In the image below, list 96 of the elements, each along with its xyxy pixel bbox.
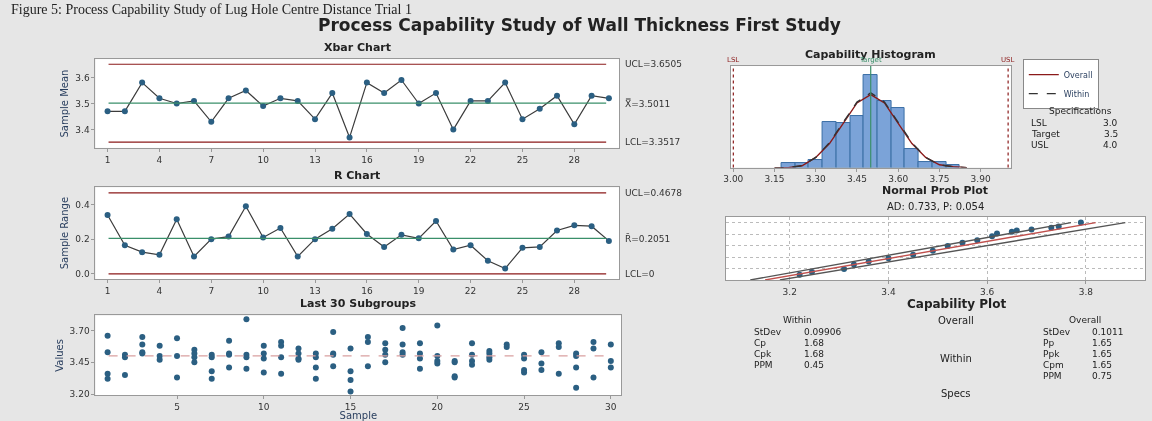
caption: Figure 5: Process Capability Study of Lug Hole Centre Distance Trial 1 (11, 2, 412, 17)
x-tick-label: 7 (208, 285, 215, 296)
x-tick-label: 3.8 (1078, 286, 1094, 297)
x-tick-label: 1 (104, 285, 111, 296)
text: LSL (1031, 118, 1047, 128)
y-tick-label: 3.5 (75, 98, 90, 109)
x-tick-label: 15 (344, 402, 357, 413)
text: Overall (1069, 315, 1102, 325)
x-tick-label: 10 (257, 285, 270, 296)
text: 1.65 (1092, 338, 1113, 348)
x-tick-label: 10 (258, 402, 270, 413)
text: Ppk (1043, 349, 1061, 359)
x-tick-label: 30 (605, 402, 617, 413)
text: Within (940, 353, 972, 364)
x-tick-label: 4 (156, 154, 163, 165)
x-axis-title: Sample (339, 410, 378, 421)
chart-title: Xbar Chart (324, 41, 392, 54)
text: Cpk (754, 349, 772, 359)
text: StDev (1043, 327, 1071, 337)
text: 1.65 (1092, 349, 1113, 359)
text: 1.68 (804, 349, 825, 359)
ref-line-label: UCL=0.4678 (625, 188, 683, 198)
ref-line-label: R̄=0.2051 (625, 233, 671, 244)
text: 0.45 (804, 360, 825, 370)
x-tick-label: 28 (568, 285, 581, 296)
x-tick-label: 3.6 (979, 286, 995, 297)
x-tick-label: 5 (174, 402, 180, 413)
text: 3.5 (1104, 129, 1119, 139)
x-tick-label: 25 (516, 285, 529, 296)
text: 1.68 (804, 338, 825, 348)
text: Target (1031, 129, 1061, 139)
x-tick-label: 3.60 (888, 174, 909, 185)
x-tick-label: 13 (309, 285, 321, 296)
text: Cp (754, 338, 767, 348)
y-axis-title: Sample Range (59, 196, 71, 270)
y-tick-label: 0.2 (75, 234, 90, 245)
text: 1.65 (1092, 360, 1113, 370)
y-tick-label: 3.70 (69, 325, 90, 336)
x-tick-label: 19 (413, 154, 425, 165)
ref-line-label: LCL=0 (625, 269, 655, 279)
x-tick-label: 3.2 (782, 286, 797, 297)
x-tick-label: 22 (464, 154, 477, 165)
chart-subtitle: AD: 0.733, P: 0.054 (887, 201, 985, 212)
x-tick-label: 3.15 (764, 174, 785, 185)
x-tick-label: 16 (361, 154, 373, 165)
y-tick-label: 3.6 (75, 72, 90, 83)
text: PPM (1043, 371, 1062, 381)
legend-label: Within (1063, 89, 1090, 99)
y-tick-label: 3.4 (75, 124, 90, 135)
text: 0.1011 (1092, 327, 1124, 337)
x-tick-label: 3.75 (929, 174, 950, 185)
x-tick-label: 13 (309, 154, 321, 165)
text: USL (1031, 140, 1049, 150)
y-axis-title: Sample Mean (59, 69, 71, 138)
y-axis-title: Values (53, 339, 65, 372)
text: Overall (938, 315, 974, 326)
text: Cpm (1043, 360, 1064, 370)
x-tick-label: 16 (361, 285, 373, 296)
text: 4.0 (1103, 140, 1118, 150)
text: 3.0 (1103, 118, 1118, 128)
x-tick-label: 25 (518, 402, 530, 413)
y-tick-label: 3.20 (69, 389, 90, 400)
x-tick-label: 3.30 (805, 174, 827, 185)
chart-title: R Chart (334, 169, 381, 182)
ref-line-label: UCL=3.6505 (625, 59, 682, 69)
text: 0.75 (1092, 371, 1113, 381)
chart-title: Normal Prob Plot (882, 184, 989, 197)
y-tick-label: 0.4 (75, 199, 90, 210)
text: 0.09906 (804, 327, 842, 337)
x-tick-label: 28 (568, 154, 581, 165)
x-tick-label: 1 (104, 154, 111, 165)
text: Capability Plot (907, 297, 1007, 311)
text: StDev (754, 327, 782, 337)
text: Process Capability Study of Wall Thickness First Study (318, 15, 841, 35)
text: Within (783, 315, 812, 325)
y-tick-label: 0.0 (75, 268, 90, 279)
ref-line-label: X̿=3.5011 (625, 98, 671, 109)
legend-label: Overall (1063, 70, 1093, 80)
x-tick-label: 22 (464, 285, 477, 296)
chart-title: Last 30 Subgroups (300, 297, 417, 310)
text: Specs (941, 388, 971, 399)
x-tick-label: 25 (516, 154, 529, 165)
x-tick-label: 7 (208, 154, 215, 165)
x-tick-label: 19 (413, 285, 425, 296)
x-tick-label: 3.90 (970, 174, 991, 185)
text: Pp (1043, 338, 1055, 348)
ref-line-label: LCL=3.3517 (625, 137, 681, 147)
x-tick-label: 10 (257, 154, 270, 165)
text: Specifications (1049, 106, 1112, 116)
x-tick-label: 3.4 (881, 286, 896, 297)
x-tick-label: 3.00 (723, 174, 744, 185)
text: PPM (754, 360, 773, 370)
x-tick-label: 20 (431, 402, 444, 413)
y-tick-label: 3.45 (69, 357, 90, 368)
x-tick-label: 3.45 (846, 174, 867, 185)
x-tick-label: 4 (156, 285, 163, 296)
